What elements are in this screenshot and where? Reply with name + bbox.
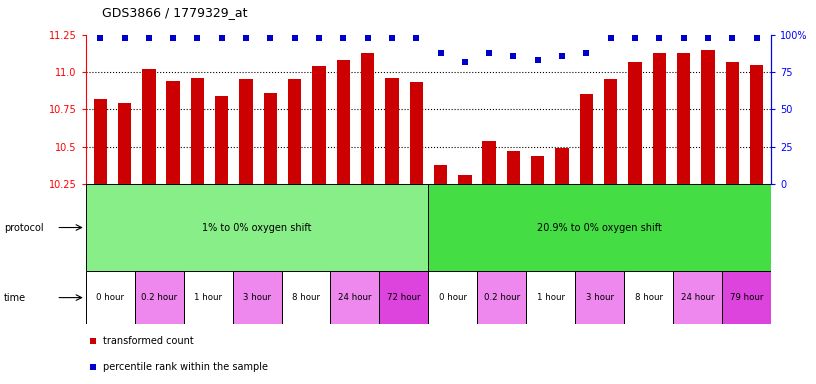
- Text: 0 hour: 0 hour: [96, 293, 124, 302]
- Bar: [628, 61, 641, 184]
- Bar: [313, 66, 326, 184]
- Point: [240, 35, 253, 41]
- Point: [507, 53, 520, 59]
- Point: [580, 50, 593, 56]
- Text: 79 hour: 79 hour: [730, 293, 763, 302]
- Bar: [458, 175, 472, 184]
- Bar: [191, 78, 204, 184]
- Point: [191, 35, 204, 41]
- Bar: [282, 271, 330, 324]
- Text: time: time: [4, 293, 26, 303]
- Text: 1 hour: 1 hour: [537, 293, 565, 302]
- Point: [361, 35, 375, 41]
- Bar: [288, 79, 301, 184]
- Text: transformed count: transformed count: [103, 336, 193, 346]
- Text: 24 hour: 24 hour: [338, 293, 372, 302]
- Point: [118, 35, 131, 41]
- Text: GDS3866 / 1779329_at: GDS3866 / 1779329_at: [102, 6, 247, 19]
- Bar: [725, 61, 739, 184]
- Bar: [579, 94, 593, 184]
- Point: [628, 35, 641, 41]
- Bar: [428, 184, 771, 271]
- Point: [556, 53, 569, 59]
- Bar: [215, 96, 228, 184]
- Text: 20.9% to 0% oxygen shift: 20.9% to 0% oxygen shift: [537, 222, 663, 233]
- Text: 0.2 hour: 0.2 hour: [141, 293, 177, 302]
- Bar: [507, 151, 520, 184]
- Point: [94, 35, 107, 41]
- Point: [702, 35, 715, 41]
- Bar: [233, 271, 282, 324]
- Bar: [184, 271, 233, 324]
- Text: 8 hour: 8 hour: [635, 293, 663, 302]
- Bar: [624, 271, 673, 324]
- Text: 3 hour: 3 hour: [243, 293, 271, 302]
- Point: [653, 35, 666, 41]
- Bar: [673, 271, 722, 324]
- Point: [142, 35, 155, 41]
- Bar: [337, 60, 350, 184]
- Text: 3 hour: 3 hour: [586, 293, 614, 302]
- Point: [410, 35, 423, 41]
- Text: percentile rank within the sample: percentile rank within the sample: [103, 362, 268, 372]
- Bar: [166, 81, 180, 184]
- Point: [86, 338, 99, 344]
- Bar: [330, 271, 379, 324]
- Bar: [575, 271, 624, 324]
- Bar: [385, 78, 399, 184]
- Text: 1 hour: 1 hour: [194, 293, 222, 302]
- Bar: [526, 271, 575, 324]
- Point: [459, 58, 472, 65]
- Bar: [701, 50, 715, 184]
- Bar: [239, 79, 253, 184]
- Bar: [135, 271, 184, 324]
- Bar: [86, 271, 135, 324]
- Bar: [142, 69, 156, 184]
- Text: 0 hour: 0 hour: [439, 293, 467, 302]
- Point: [86, 364, 99, 371]
- Bar: [361, 53, 375, 184]
- Text: 72 hour: 72 hour: [387, 293, 421, 302]
- Point: [166, 35, 180, 41]
- Bar: [653, 53, 666, 184]
- Point: [482, 50, 495, 56]
- Bar: [604, 79, 618, 184]
- Point: [750, 35, 763, 41]
- Bar: [482, 141, 496, 184]
- Point: [313, 35, 326, 41]
- Bar: [118, 103, 131, 184]
- Bar: [531, 156, 544, 184]
- Text: 8 hour: 8 hour: [292, 293, 320, 302]
- Point: [531, 57, 544, 63]
- Text: protocol: protocol: [4, 222, 44, 233]
- Bar: [410, 83, 423, 184]
- Point: [434, 50, 447, 56]
- Point: [385, 35, 398, 41]
- Bar: [556, 148, 569, 184]
- Text: 0.2 hour: 0.2 hour: [484, 293, 520, 302]
- Bar: [86, 184, 428, 271]
- Point: [677, 35, 690, 41]
- Text: 1% to 0% oxygen shift: 1% to 0% oxygen shift: [202, 222, 312, 233]
- Bar: [434, 165, 447, 184]
- Text: 24 hour: 24 hour: [681, 293, 715, 302]
- Point: [215, 35, 228, 41]
- Point: [725, 35, 738, 41]
- Point: [604, 35, 617, 41]
- Bar: [94, 99, 107, 184]
- Bar: [379, 271, 428, 324]
- Bar: [750, 65, 763, 184]
- Bar: [477, 271, 526, 324]
- Point: [264, 35, 277, 41]
- Bar: [677, 53, 690, 184]
- Bar: [722, 271, 771, 324]
- Point: [288, 35, 301, 41]
- Bar: [264, 93, 277, 184]
- Point: [337, 35, 350, 41]
- Bar: [428, 271, 477, 324]
